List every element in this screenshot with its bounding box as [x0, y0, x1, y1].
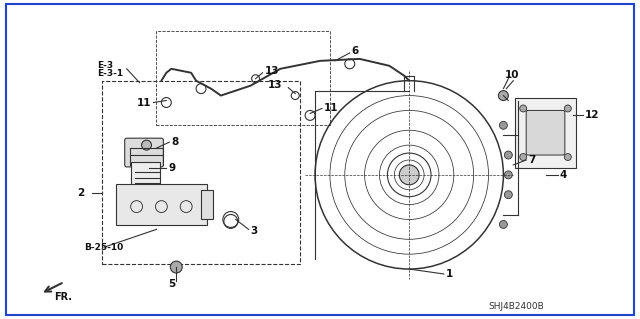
- Circle shape: [564, 105, 572, 112]
- Circle shape: [141, 140, 152, 150]
- Text: 3: 3: [251, 226, 258, 236]
- Circle shape: [499, 220, 508, 228]
- Circle shape: [504, 171, 512, 179]
- Text: FR.: FR.: [54, 292, 72, 302]
- FancyBboxPatch shape: [515, 98, 576, 168]
- Text: 11: 11: [324, 103, 339, 114]
- Text: 4: 4: [560, 170, 567, 180]
- Text: 9: 9: [168, 163, 175, 173]
- Circle shape: [564, 153, 572, 160]
- Circle shape: [499, 91, 508, 100]
- Circle shape: [499, 121, 508, 129]
- Text: 13: 13: [268, 80, 282, 90]
- Text: E-3: E-3: [97, 61, 113, 70]
- Text: 5: 5: [169, 279, 176, 289]
- Text: E-3-1: E-3-1: [97, 69, 123, 78]
- Text: 2: 2: [77, 188, 84, 198]
- FancyBboxPatch shape: [131, 162, 161, 186]
- Text: SHJ4B2400B: SHJ4B2400B: [488, 302, 544, 311]
- Text: 7: 7: [528, 155, 536, 165]
- Text: 11: 11: [137, 98, 152, 108]
- Circle shape: [399, 165, 419, 185]
- Text: B-25-10: B-25-10: [84, 243, 124, 252]
- Text: 6: 6: [352, 46, 359, 56]
- FancyBboxPatch shape: [125, 138, 163, 167]
- FancyBboxPatch shape: [116, 184, 207, 226]
- Circle shape: [170, 261, 182, 273]
- Circle shape: [520, 153, 527, 160]
- FancyBboxPatch shape: [526, 110, 565, 155]
- Text: 12: 12: [585, 110, 599, 120]
- Text: 8: 8: [172, 137, 179, 147]
- Circle shape: [520, 105, 527, 112]
- Text: 10: 10: [504, 70, 519, 80]
- Text: 1: 1: [446, 269, 453, 279]
- Circle shape: [504, 151, 512, 159]
- FancyBboxPatch shape: [201, 190, 213, 219]
- Text: 13: 13: [264, 66, 279, 76]
- Circle shape: [504, 191, 512, 199]
